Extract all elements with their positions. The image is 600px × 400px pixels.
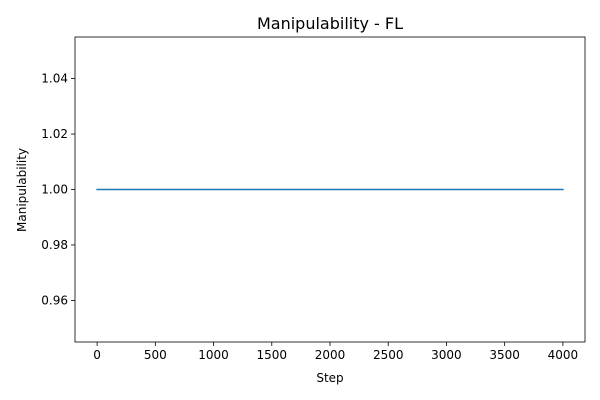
x-tick-label: 1000 xyxy=(198,348,229,362)
x-tick-label: 500 xyxy=(144,348,167,362)
x-tick-label: 3000 xyxy=(431,348,462,362)
plot-frame xyxy=(74,36,586,343)
y-tick-label: 1.04 xyxy=(41,72,68,86)
x-tick-label: 1500 xyxy=(257,348,288,362)
chart-title: Manipulability - FL xyxy=(257,14,403,33)
y-tick-label: 0.98 xyxy=(41,238,68,252)
x-tick-label: 0 xyxy=(93,348,101,362)
y-tick-label: 0.96 xyxy=(41,293,68,307)
x-tick-label: 3500 xyxy=(489,348,520,362)
plot-area: 0 500 1000 1500 2000 2500 3000 3500 4000 0.96 0.98… xyxy=(41,36,586,362)
x-tick-label: 2500 xyxy=(373,348,404,362)
y-axis-title: Manipulability xyxy=(15,148,29,232)
y-tick-label: 1.00 xyxy=(41,183,68,197)
x-axis-title: Step xyxy=(316,371,343,385)
x-tick-label: 4000 xyxy=(548,348,579,362)
x-tick-label: 2000 xyxy=(315,348,346,362)
y-tick-label: 1.02 xyxy=(41,127,68,141)
